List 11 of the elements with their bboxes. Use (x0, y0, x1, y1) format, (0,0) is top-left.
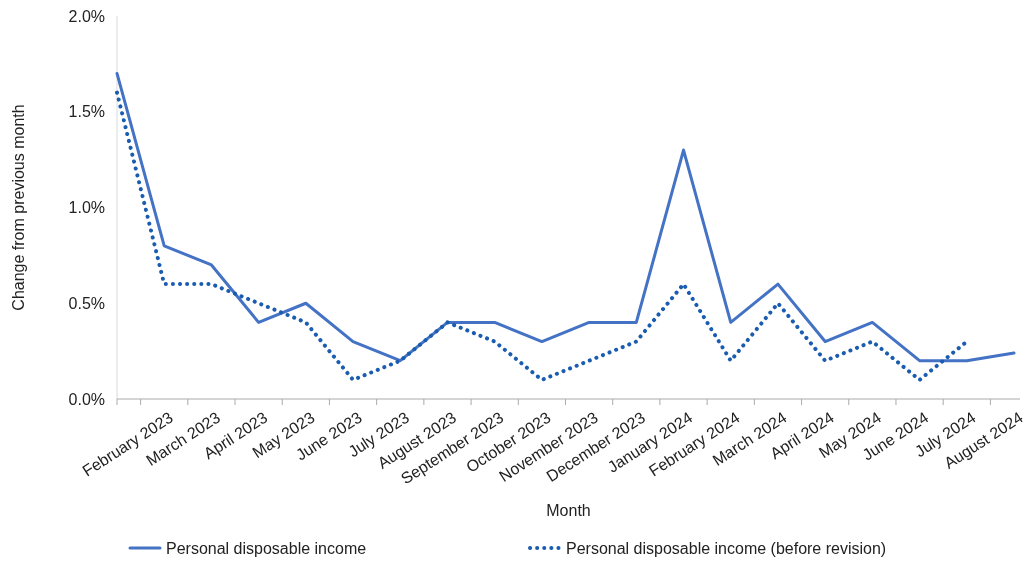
y-tick-label: 0.0% (68, 390, 105, 408)
line-series (115, 90, 969, 382)
legend-label: Personal disposable income (before revision) (566, 539, 887, 557)
y-axis-title: Change from previous month (10, 104, 27, 311)
y-tick-label: 2.0% (68, 7, 105, 25)
legend-label: Personal disposable income (166, 539, 367, 557)
x-axis-title: Month (546, 502, 591, 519)
y-tick-label: 0.5% (68, 294, 105, 312)
line-series (115, 71, 1016, 363)
y-tick-label: 1.0% (68, 199, 105, 217)
y-tick-label: 1.5% (68, 103, 105, 121)
